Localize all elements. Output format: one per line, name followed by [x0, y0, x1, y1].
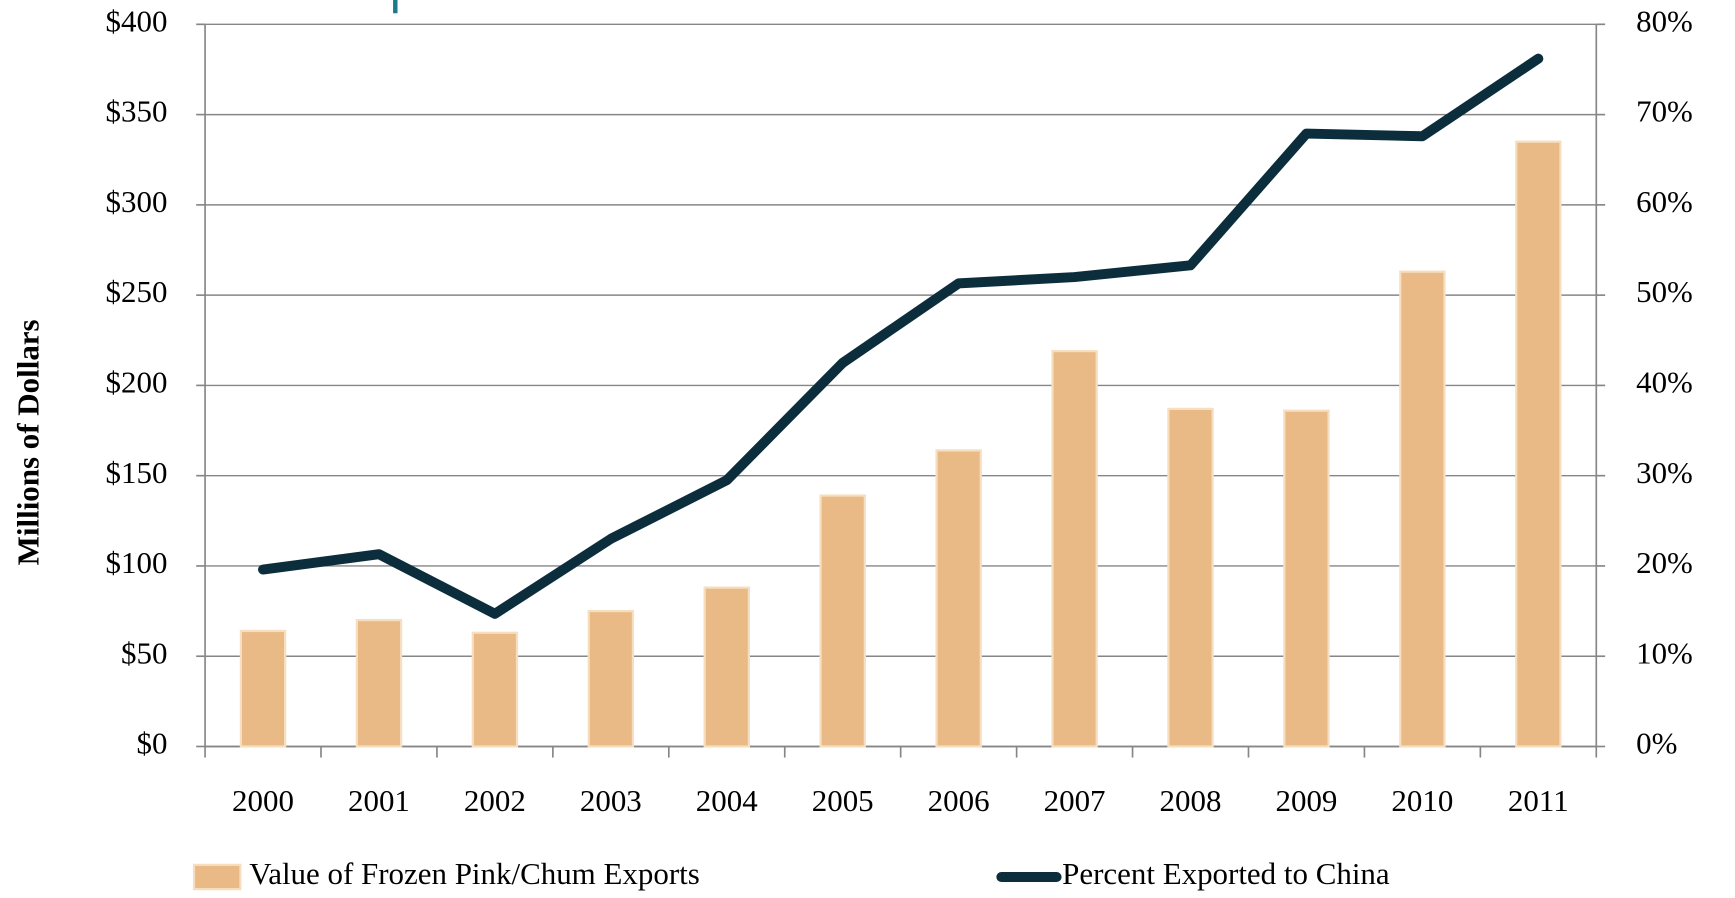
bar [935, 449, 982, 748]
y-tick-label: $400 [106, 3, 168, 38]
x-tick-label: 2000 [232, 783, 294, 818]
bar [239, 629, 287, 748]
bar [587, 609, 635, 748]
x-tick-label: 2008 [1160, 783, 1222, 818]
legend-label: Value of Frozen Pink/Chum Exports [249, 856, 700, 891]
x-tick-label: 2009 [1276, 783, 1338, 818]
y-tick-label: $250 [106, 274, 168, 309]
x-tick-label: 2007 [1044, 783, 1106, 818]
bar [471, 631, 519, 748]
y-tick-label: $150 [106, 455, 168, 490]
y2-tick-label: 10% [1636, 635, 1693, 670]
bar [355, 619, 403, 748]
y-tick-label: $300 [106, 184, 168, 219]
bar [703, 586, 750, 748]
x-tick-label: 2006 [928, 783, 990, 818]
y-tick-label: $50 [121, 635, 167, 670]
bar [1515, 140, 1562, 748]
y2-tick-label: 80% [1636, 3, 1693, 38]
y2-tick-label: 50% [1636, 274, 1693, 309]
y2-tick-label: 20% [1636, 545, 1693, 580]
x-tick-label: 2010 [1391, 783, 1453, 818]
x-tick-label: 2003 [580, 783, 642, 818]
x-tick-label: 2005 [812, 783, 874, 818]
y-tick-label: $350 [106, 94, 168, 129]
x-tick-label: 2002 [464, 783, 526, 818]
x-tick-label: 2011 [1508, 783, 1569, 818]
legend-label: Percent Exported to China [1062, 856, 1390, 891]
y-axis-label: Millions of Dollars [11, 319, 46, 565]
y2-tick-label: 40% [1636, 365, 1693, 400]
bar [819, 494, 866, 748]
x-tick-label: 2001 [348, 783, 410, 818]
y2-tick-label: 30% [1636, 455, 1693, 490]
bar [1283, 409, 1330, 748]
bar [1399, 270, 1446, 748]
bar [1051, 350, 1098, 748]
y-tick-label: $200 [106, 365, 168, 400]
y2-tick-label: 70% [1636, 94, 1693, 129]
line [258, 53, 1544, 619]
y-tick-label: $0 [137, 726, 168, 761]
y2-tick-label: 60% [1636, 184, 1693, 219]
x-tick-label: 2004 [696, 783, 758, 818]
y2-tick-label: 0% [1636, 726, 1677, 761]
bar [1167, 407, 1214, 748]
y-tick-label: $100 [106, 545, 168, 580]
legend-swatch [192, 863, 242, 891]
